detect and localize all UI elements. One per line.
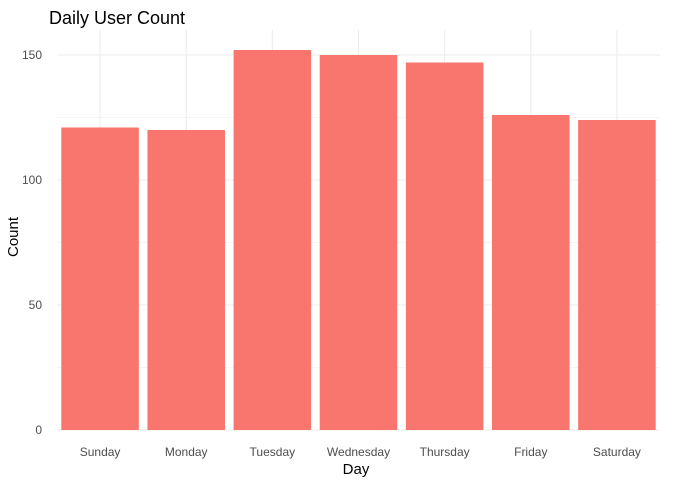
bar-saturday — [578, 120, 656, 430]
x-tick-label: Tuesday — [250, 445, 296, 459]
chart-title: Daily User Count — [49, 8, 185, 28]
x-tick-label: Friday — [514, 445, 547, 459]
x-axis-title: Day — [343, 461, 370, 478]
bar-layer — [61, 50, 656, 430]
x-tick-label: Saturday — [593, 445, 641, 459]
y-tick-labels: 0 50 100 150 — [22, 48, 42, 437]
y-axis-title: Count — [5, 216, 22, 257]
bar-wednesday — [319, 55, 398, 430]
y-tick-label: 100 — [22, 173, 42, 187]
bar-friday — [492, 115, 570, 430]
y-tick-label: 150 — [22, 48, 42, 62]
x-tick-label: Sunday — [80, 445, 121, 459]
x-tick-label: Wednesday — [327, 445, 390, 459]
bar-monday — [147, 130, 225, 430]
bar-thursday — [405, 62, 484, 430]
x-tick-labels: Sunday Monday Tuesday Wednesday Thursday Frid… — [80, 445, 641, 459]
x-tick-label: Monday — [165, 445, 208, 459]
x-tick-label: Thursday — [420, 445, 470, 459]
bar-sunday — [61, 127, 139, 430]
bar-tuesday — [233, 50, 312, 430]
y-tick-label: 50 — [29, 298, 43, 312]
y-tick-label: 0 — [35, 423, 42, 437]
